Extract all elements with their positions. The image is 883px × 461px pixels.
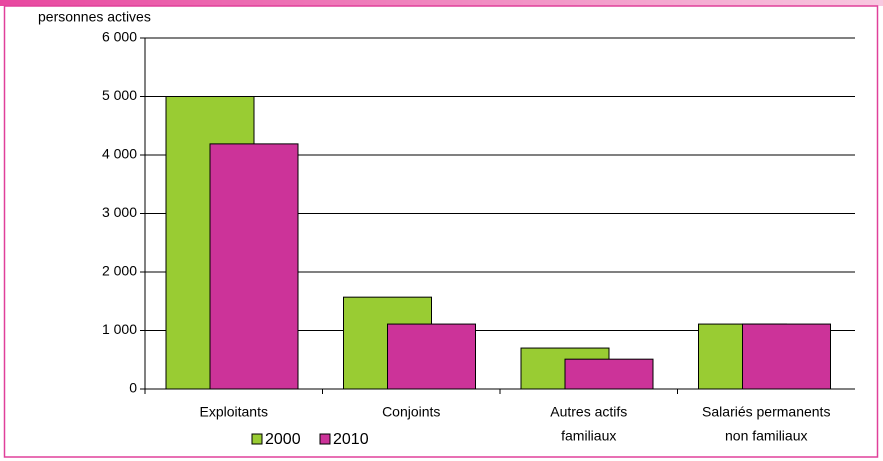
legend-label: 2010 xyxy=(333,431,369,448)
x-tick-label: Conjoints xyxy=(382,404,440,420)
bar xyxy=(742,323,831,390)
y-tick-label: 2 000 xyxy=(102,263,137,279)
y-tick-label: 4 000 xyxy=(102,146,137,162)
x-tick-label: Autres actifs xyxy=(550,404,627,420)
legend-swatch xyxy=(319,433,331,445)
x-tick-label: Exploitants xyxy=(200,404,268,420)
top-strip xyxy=(0,0,883,6)
y-axis-label: personnes actives xyxy=(38,9,151,25)
legend-label: 2000 xyxy=(265,431,301,448)
x-tick-label: familiaux xyxy=(561,428,616,444)
bar xyxy=(564,358,654,390)
bar xyxy=(209,143,299,390)
y-tick-label: 6 000 xyxy=(102,29,137,45)
y-tick-label: 5 000 xyxy=(102,87,137,103)
x-tick-label: Salariés permanents xyxy=(702,404,830,420)
x-tick-label: non familiaux xyxy=(725,428,808,444)
y-tick-label: 3 000 xyxy=(102,204,137,220)
bar xyxy=(387,323,476,390)
y-tick-label: 1 000 xyxy=(102,321,137,337)
frame xyxy=(3,5,879,458)
legend-swatch xyxy=(251,433,263,445)
y-tick-label: 0 xyxy=(129,380,137,396)
